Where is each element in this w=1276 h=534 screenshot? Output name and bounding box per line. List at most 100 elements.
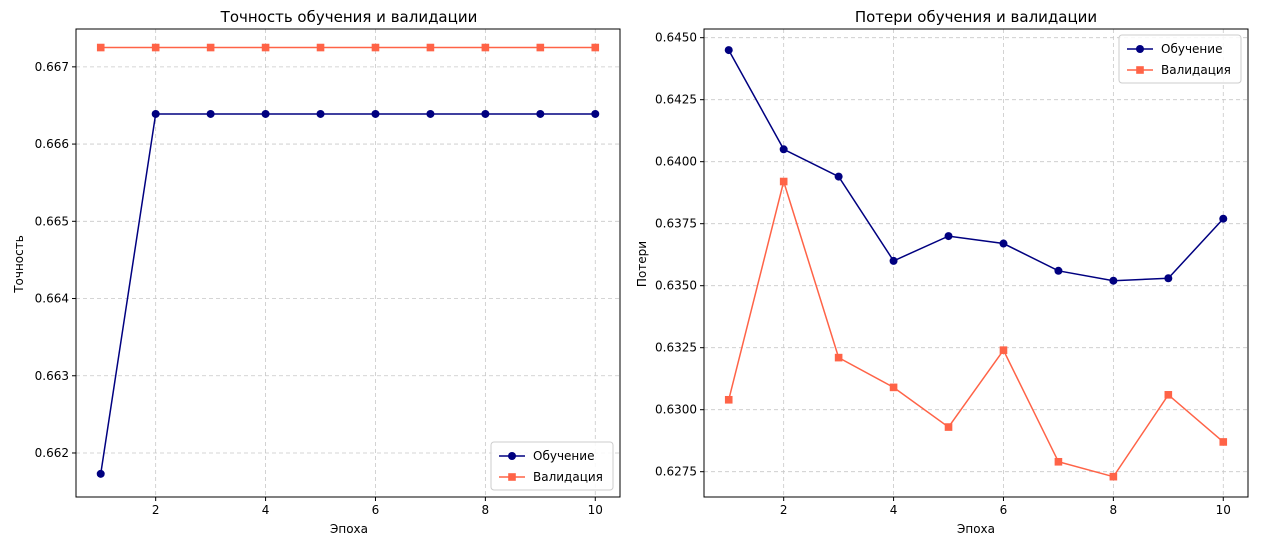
loss-x-tick-label: 10 <box>1216 503 1231 517</box>
loss-y-tick-label: 0.6400 <box>655 155 697 169</box>
accuracy-series-validation-point <box>591 43 600 52</box>
accuracy-series-train-point <box>481 109 490 118</box>
accuracy-x-tick-label: 2 <box>152 503 160 517</box>
loss-x-tick-label: 4 <box>890 503 898 517</box>
loss-series-train-line <box>728 49 1224 282</box>
loss-y-tick-label: 0.6450 <box>655 31 697 45</box>
accuracy-series-train-point <box>261 109 270 118</box>
loss-series-validation <box>724 177 1228 481</box>
loss-legend-entry-validation: Валидация <box>1127 63 1231 77</box>
accuracy-chart: Точность обучения и валидации Эпоха Точн… <box>12 8 621 534</box>
loss-legend-entry-validation-marker <box>1136 66 1144 74</box>
accuracy-series-validation-point <box>261 43 270 52</box>
loss-y-axis-label: Потери <box>635 241 649 287</box>
loss-series-validation-point <box>834 353 843 362</box>
accuracy-series-train <box>96 109 600 478</box>
accuracy-series-validation-point <box>371 43 380 52</box>
accuracy-y-tick-label: 0.663 <box>35 369 69 383</box>
accuracy-legend-entry-validation: Валидация <box>499 470 603 484</box>
accuracy-series-validation-point <box>206 43 215 52</box>
accuracy-series-validation <box>96 43 600 52</box>
loss-series-validation-point <box>944 423 953 431</box>
accuracy-series-train-point <box>96 469 105 478</box>
loss-series-validation-point <box>1219 438 1228 446</box>
loss-series-validation-point <box>724 395 733 404</box>
loss-series-train-point <box>1164 274 1173 283</box>
loss-series-train-point <box>999 239 1008 248</box>
accuracy-series-validation-point <box>316 43 325 52</box>
accuracy-series-validation-point <box>536 43 545 52</box>
loss-x-tick-label: 2 <box>780 503 788 517</box>
loss-legend-entry-train: Обучение <box>1127 42 1222 56</box>
loss-legend-entry-train-marker <box>1136 45 1144 53</box>
loss-chart-title: Потери обучения и валидации <box>855 8 1097 26</box>
accuracy-series-train-point <box>536 109 545 118</box>
loss-series-train-point <box>944 232 953 241</box>
loss-y-tick-label: 0.6425 <box>655 93 697 107</box>
loss-series-validation-point <box>1109 472 1118 481</box>
accuracy-y-tick-label: 0.664 <box>35 292 69 306</box>
accuracy-series-train-point <box>591 109 600 118</box>
accuracy-series-validation-point <box>426 43 435 52</box>
accuracy-series-train-point <box>371 109 380 118</box>
loss-y-tick-label: 0.6325 <box>655 341 697 355</box>
accuracy-series-train-point <box>151 109 160 118</box>
accuracy-legend-box <box>490 441 614 491</box>
loss-series-train-point <box>779 145 788 154</box>
loss-series-train-point <box>1219 214 1228 223</box>
loss-x-tick-label: 8 <box>1110 503 1118 517</box>
accuracy-legend-entry-train-marker <box>508 452 516 460</box>
loss-series-train-point <box>724 46 733 55</box>
accuracy-y-tick-label: 0.665 <box>35 214 69 228</box>
accuracy-series-train-line <box>99 113 596 474</box>
loss-series-train-point <box>889 256 898 265</box>
accuracy-legend-entry-validation-marker <box>508 473 516 481</box>
loss-grid <box>704 29 1248 497</box>
accuracy-x-tick-label: 10 <box>588 503 603 517</box>
accuracy-y-tick-label: 0.662 <box>35 446 69 460</box>
loss-x-tick-label: 6 <box>1000 503 1008 517</box>
accuracy-grid <box>76 29 620 497</box>
accuracy-legend-entry-train: Обучение <box>499 449 594 463</box>
accuracy-x-axis-label: Эпоха <box>330 522 368 534</box>
accuracy-series-validation-point <box>481 43 490 52</box>
loss-series-validation-point <box>889 383 898 392</box>
loss-series-train-point <box>1054 266 1063 275</box>
loss-y-tick-label: 0.6275 <box>655 465 697 479</box>
loss-series-validation-point <box>999 346 1008 354</box>
loss-series-validation-point <box>779 177 788 186</box>
accuracy-y-axis-label: Точность <box>12 235 26 294</box>
accuracy-series-train-point <box>426 109 435 118</box>
accuracy-y-tick-label: 0.666 <box>35 137 69 151</box>
loss-legend: Обучение Валидация <box>1118 34 1242 84</box>
accuracy-series-train-point <box>316 109 325 118</box>
loss-chart: Потери обучения и валидации Эпоха Потери… <box>635 8 1249 534</box>
accuracy-legend-entry-train-label: Обучение <box>533 449 594 463</box>
accuracy-series-train-point <box>206 109 215 118</box>
accuracy-x-tick-label: 4 <box>262 503 270 517</box>
accuracy-legend-entry-validation-label: Валидация <box>533 470 603 484</box>
accuracy-legend: Обучение Валидация <box>490 441 614 491</box>
loss-x-axis-label: Эпоха <box>957 522 995 534</box>
loss-series-validation-point <box>1054 457 1063 466</box>
accuracy-series-validation-point <box>96 43 105 52</box>
accuracy-x-tick-label: 6 <box>372 503 380 517</box>
loss-series-validation-line <box>727 178 1224 478</box>
loss-y-tick-label: 0.6375 <box>655 217 697 231</box>
loss-legend-entry-train-label: Обучение <box>1161 42 1222 56</box>
loss-legend-box <box>1118 34 1242 84</box>
loss-series-train-point <box>834 172 843 181</box>
loss-series-train-point <box>1109 276 1118 285</box>
loss-plot-frame <box>703 28 1249 498</box>
accuracy-x-tick-label: 8 <box>482 503 490 517</box>
loss-series-train <box>724 46 1228 285</box>
loss-legend-entry-validation-label: Валидация <box>1161 63 1231 77</box>
loss-y-tick-label: 0.6350 <box>655 279 697 293</box>
loss-y-tick-label: 0.6300 <box>655 403 697 417</box>
accuracy-chart-title: Точность обучения и валидации <box>220 8 478 26</box>
loss-series-validation-point <box>1164 391 1173 399</box>
accuracy-y-tick-label: 0.667 <box>35 60 69 74</box>
accuracy-plot-frame <box>75 28 621 498</box>
accuracy-series-validation-point <box>151 43 160 52</box>
